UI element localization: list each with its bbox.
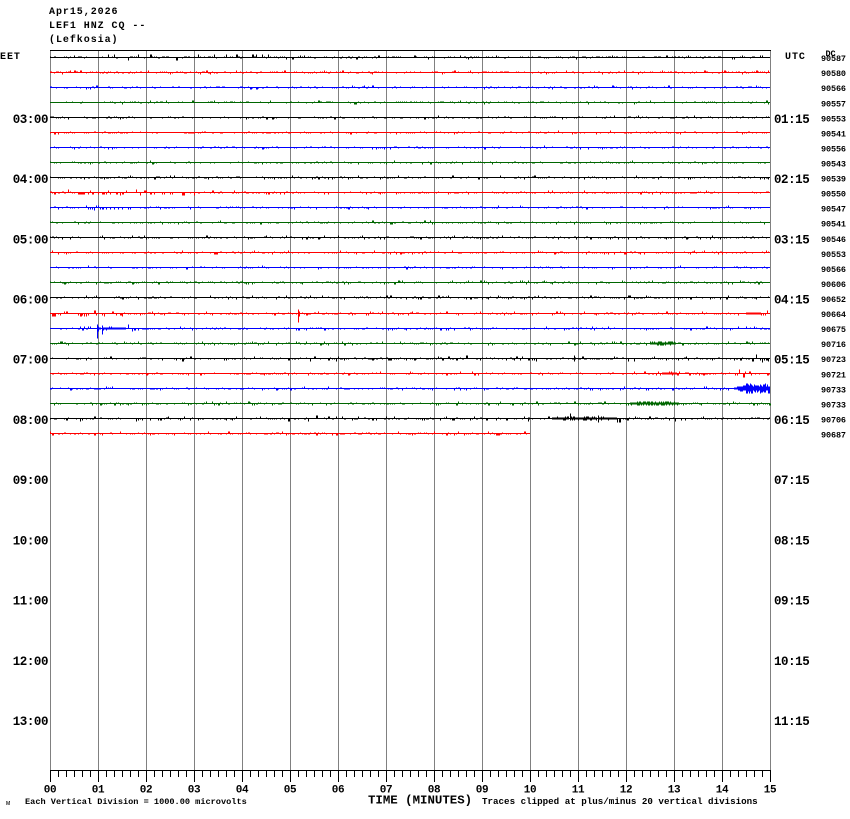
svg-text:01: 01: [92, 785, 105, 797]
svg-text:06: 06: [332, 785, 345, 797]
svg-text:04:15: 04:15: [774, 293, 809, 307]
svg-text:LEF1 HNZ CQ --: LEF1 HNZ CQ --: [49, 21, 146, 32]
svg-text:90587: 90587: [821, 54, 846, 64]
svg-text:04:00: 04:00: [13, 173, 48, 187]
svg-text:90566: 90566: [821, 84, 846, 94]
svg-text:11: 11: [572, 785, 585, 797]
svg-text:90706: 90706: [821, 415, 846, 425]
svg-text:08:00: 08:00: [13, 414, 48, 428]
svg-text:03:15: 03:15: [774, 233, 809, 247]
svg-text:11:00: 11:00: [13, 595, 48, 609]
svg-text:03:00: 03:00: [13, 113, 48, 127]
svg-text:EET: EET: [0, 52, 21, 63]
svg-text:05:00: 05:00: [13, 233, 48, 247]
svg-text:90546: 90546: [821, 235, 846, 245]
svg-text:05: 05: [284, 785, 297, 797]
svg-text:UTC: UTC: [785, 52, 806, 63]
svg-text:00: 00: [44, 785, 57, 797]
svg-text:14: 14: [716, 785, 729, 797]
svg-text:90716: 90716: [821, 340, 846, 350]
svg-text:10: 10: [524, 785, 537, 797]
svg-text:90557: 90557: [821, 99, 846, 109]
svg-text:07:15: 07:15: [774, 474, 809, 488]
svg-text:90733: 90733: [821, 385, 846, 395]
svg-text:09:00: 09:00: [13, 474, 48, 488]
svg-text:08:15: 08:15: [774, 534, 809, 548]
svg-text:90543: 90543: [821, 159, 846, 169]
svg-text:09: 09: [476, 785, 489, 797]
svg-text:м: м: [6, 800, 10, 808]
svg-text:10:15: 10:15: [774, 655, 809, 669]
svg-text:DC: DC: [826, 49, 836, 59]
svg-text:03: 03: [188, 785, 201, 797]
svg-text:90541: 90541: [821, 220, 846, 230]
svg-text:13: 13: [668, 785, 681, 797]
svg-text:90664: 90664: [821, 310, 846, 320]
svg-text:90606: 90606: [821, 280, 846, 290]
svg-text:90733: 90733: [821, 400, 846, 410]
svg-text:13:00: 13:00: [13, 715, 48, 729]
svg-text:Apr15,2026: Apr15,2026: [49, 7, 119, 18]
svg-text:02:15: 02:15: [774, 173, 809, 187]
svg-text:90556: 90556: [821, 144, 846, 154]
svg-text:90687: 90687: [821, 431, 846, 441]
svg-text:TIME (MINUTES): TIME (MINUTES): [368, 794, 472, 808]
svg-text:09:15: 09:15: [774, 595, 809, 609]
svg-text:07:00: 07:00: [13, 354, 48, 368]
svg-text:90580: 90580: [821, 69, 846, 79]
svg-text:10:00: 10:00: [13, 534, 48, 548]
svg-text:15: 15: [764, 785, 777, 797]
svg-text:02: 02: [140, 785, 153, 797]
svg-text:90553: 90553: [821, 114, 846, 124]
svg-text:90723: 90723: [821, 355, 846, 365]
svg-text:90675: 90675: [821, 325, 846, 335]
svg-text:12: 12: [620, 785, 633, 797]
svg-text:90553: 90553: [821, 250, 846, 260]
svg-text:06:15: 06:15: [774, 414, 809, 428]
svg-text:05:15: 05:15: [774, 354, 809, 368]
svg-text:01:15: 01:15: [774, 113, 809, 127]
svg-text:06:00: 06:00: [13, 293, 48, 307]
svg-text:(Lefkosia): (Lefkosia): [49, 34, 119, 46]
svg-text:08: 08: [428, 785, 441, 797]
svg-text:Each Vertical Division = 1000.: Each Vertical Division = 1000.00 microvo…: [25, 797, 247, 807]
svg-text:Traces clipped at plus/minus 2: Traces clipped at plus/minus 20 vertical…: [482, 796, 758, 807]
svg-text:90721: 90721: [821, 370, 846, 380]
svg-text:90550: 90550: [821, 190, 846, 200]
svg-text:90652: 90652: [821, 295, 846, 305]
svg-text:07: 07: [380, 785, 393, 797]
svg-text:04: 04: [236, 785, 249, 797]
svg-text:11:15: 11:15: [774, 715, 809, 729]
svg-text:90547: 90547: [821, 205, 846, 215]
svg-text:12:00: 12:00: [13, 655, 48, 669]
svg-text:90541: 90541: [821, 129, 846, 139]
svg-text:90539: 90539: [821, 175, 846, 185]
svg-text:90566: 90566: [821, 265, 846, 275]
